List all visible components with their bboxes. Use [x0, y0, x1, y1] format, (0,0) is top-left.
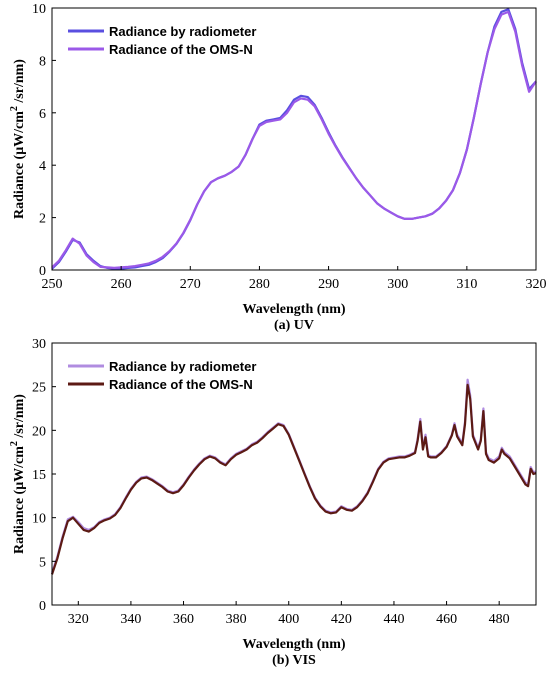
- vis-legend-label-1: Radiance by radiometer: [109, 359, 256, 374]
- uv-ticks: 250 260 270 280 290 300 310 320 0 2 4 6 8 10: [32, 2, 547, 292]
- uv-y-label-main: Radiance (μW/cm: [12, 111, 27, 219]
- vis-x-tick-label-2: 360: [173, 612, 194, 627]
- uv-x-tick-label-4: 290: [318, 277, 339, 292]
- vis-x-tick-label-7: 460: [436, 612, 457, 627]
- chart-vis: 320 340 360 380 400 420 440 460 480051015202530 …: [9, 337, 537, 668]
- uv-caption: (a) UV: [274, 318, 314, 333]
- vis-legend-label-2: Radiance of the OMS-N: [109, 377, 253, 392]
- vis-y-tick-label-2: 10: [32, 512, 46, 527]
- vis-y-label-tail: /sr/nm): [12, 394, 27, 441]
- vis-plot-area: [50, 378, 537, 575]
- vis-series-line-1: [50, 378, 537, 574]
- vis-y-tick-label-5: 25: [32, 381, 46, 396]
- vis-ticks: 320 340 360 380 400 420 440 460 480 0 5 10 15 20 25 30: [32, 337, 510, 627]
- uv-x-tick-label-6: 310: [456, 277, 477, 292]
- vis-y-tick-label-4: 20: [32, 424, 46, 439]
- uv-legend: Radiance by radiometer Radiance of the O…: [68, 24, 256, 57]
- vis-x-tick-label-4: 400: [278, 612, 299, 627]
- uv-y-tick-label-4: 8: [39, 54, 46, 69]
- uv-x-tick-label-5: 300: [387, 277, 408, 292]
- uv-x-tick-label-3: 280: [249, 277, 270, 292]
- vis-x-tick-label-6: 440: [383, 612, 404, 627]
- uv-series-line-2: [51, 10, 537, 269]
- uv-x-tick-label-1: 260: [111, 277, 132, 292]
- vis-y-label-main: Radiance (μW/cm: [12, 446, 27, 554]
- vis-x-tick-label-1: 340: [120, 612, 141, 627]
- vis-y-axis-label: Radiance (μW/cm2 /sr/nm): [9, 394, 27, 554]
- vis-y-tick-label-0: 0: [39, 599, 46, 614]
- uv-y-axis-label: Radiance (μW/cm2 /sr/nm): [9, 59, 27, 219]
- vis-x-tick-label-5: 420: [331, 612, 352, 627]
- uv-y-tick-label-5: 10: [32, 2, 46, 17]
- uv-y-label-sup: 2: [9, 106, 20, 111]
- uv-y-label-tail: /sr/nm): [12, 59, 27, 106]
- vis-y-tick-label-6: 30: [32, 337, 46, 352]
- vis-x-tick-label-0: 320: [68, 612, 89, 627]
- uv-x-axis-label: Wavelength (nm): [242, 302, 345, 317]
- uv-axes-frame: [51, 7, 537, 271]
- vis-legend: Radiance by radiometer Radiance of the O…: [68, 359, 256, 392]
- vis-y-tick-label-1: 5: [39, 555, 46, 570]
- uv-y-tick-label-0: 0: [39, 264, 46, 279]
- vis-y-label-sup: 2: [9, 441, 20, 446]
- uv-y-tick-label-1: 2: [39, 212, 46, 227]
- vis-caption: (b) VIS: [272, 653, 316, 668]
- uv-legend-label-2: Radiance of the OMS-N: [109, 42, 253, 57]
- uv-x-tick-label-2: 270: [180, 277, 201, 292]
- uv-x-tick-label-0: 250: [42, 277, 63, 292]
- vis-x-axis-label: Wavelength (nm): [242, 637, 345, 652]
- uv-x-tick-label-7: 320: [526, 277, 547, 292]
- vis-x-tick-label-8: 480: [489, 612, 510, 627]
- uv-legend-label-1: Radiance by radiometer: [109, 24, 256, 39]
- vis-y-tick-label-3: 15: [32, 468, 46, 483]
- uv-y-tick-label-3: 6: [39, 107, 46, 122]
- chart-uv: 250 260 270 280 290 300 310 320 0 2 4 6 8 10 Radiance…: [9, 2, 547, 333]
- vis-x-tick-label-3: 380: [226, 612, 247, 627]
- uv-y-tick-label-2: 4: [39, 159, 46, 174]
- vis-series-line-2: [50, 383, 537, 575]
- uv-plot-area: [51, 8, 537, 270]
